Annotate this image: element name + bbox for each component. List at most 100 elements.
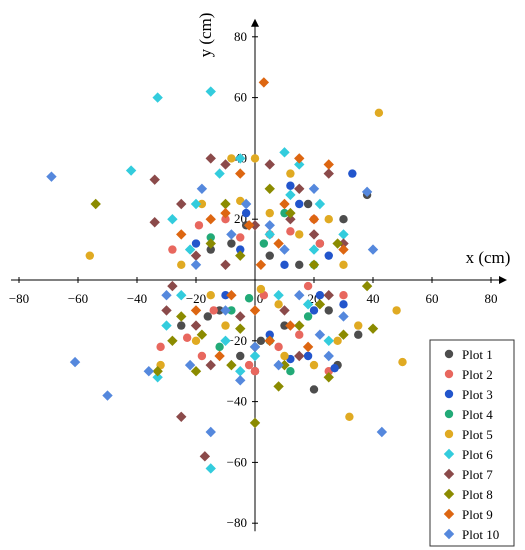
data-point bbox=[227, 239, 236, 248]
data-point bbox=[295, 230, 304, 239]
data-point bbox=[167, 335, 178, 346]
data-point bbox=[221, 291, 230, 300]
legend-marker bbox=[444, 369, 454, 379]
data-point bbox=[221, 215, 230, 224]
data-point bbox=[338, 244, 349, 255]
series-7 bbox=[149, 153, 349, 462]
data-point bbox=[90, 198, 101, 210]
data-point bbox=[215, 306, 224, 315]
data-point bbox=[168, 245, 177, 254]
data-point bbox=[294, 159, 305, 170]
data-point bbox=[324, 215, 333, 224]
data-point bbox=[176, 229, 187, 240]
data-point bbox=[286, 169, 295, 178]
y-axis-arrow bbox=[251, 18, 259, 27]
data-point bbox=[392, 306, 401, 315]
data-point bbox=[323, 159, 334, 170]
data-point bbox=[264, 220, 275, 231]
data-point bbox=[354, 321, 363, 330]
data-point bbox=[294, 290, 305, 301]
data-point bbox=[220, 335, 231, 346]
data-point bbox=[190, 305, 202, 316]
data-point bbox=[315, 291, 325, 300]
data-point bbox=[235, 366, 246, 377]
y-axis-title: y (cm) bbox=[196, 13, 215, 58]
y-tick-label: 60 bbox=[234, 90, 247, 105]
legend-item: Plot 3 bbox=[444, 387, 493, 402]
data-point bbox=[286, 181, 295, 190]
data-point bbox=[152, 366, 163, 377]
legend-label: Plot 9 bbox=[462, 507, 493, 522]
legend-marker bbox=[443, 508, 455, 520]
data-point bbox=[361, 186, 373, 198]
data-point bbox=[220, 305, 231, 316]
data-point bbox=[250, 154, 260, 163]
data-point bbox=[314, 329, 326, 340]
data-point bbox=[236, 245, 245, 254]
x-tick-label: −40 bbox=[127, 291, 147, 306]
legend-marker bbox=[444, 429, 454, 439]
data-point bbox=[152, 92, 163, 103]
legend-marker bbox=[444, 389, 454, 399]
data-point bbox=[149, 174, 160, 185]
legend-label: Plot 6 bbox=[462, 447, 493, 462]
data-point bbox=[264, 183, 275, 194]
data-point bbox=[302, 341, 314, 353]
data-point bbox=[308, 214, 320, 225]
data-point bbox=[205, 153, 216, 164]
data-point bbox=[190, 198, 202, 210]
data-point bbox=[203, 312, 212, 321]
data-point bbox=[244, 360, 254, 370]
data-point bbox=[190, 259, 202, 270]
data-point bbox=[176, 198, 187, 210]
data-point bbox=[332, 238, 343, 249]
y-tick-label: 80 bbox=[234, 29, 247, 44]
data-point bbox=[339, 215, 348, 224]
data-point bbox=[303, 281, 313, 291]
data-point bbox=[354, 330, 363, 339]
data-point bbox=[273, 238, 284, 249]
data-point bbox=[194, 221, 204, 230]
data-point bbox=[191, 239, 201, 248]
data-point bbox=[255, 259, 267, 270]
data-point bbox=[176, 411, 187, 422]
data-point bbox=[265, 208, 274, 218]
data-point bbox=[85, 251, 95, 260]
legend-marker bbox=[444, 349, 454, 359]
x-tick-label: −80 bbox=[9, 291, 29, 306]
y-tick-label: −80 bbox=[227, 515, 247, 530]
data-point bbox=[279, 359, 290, 371]
data-point bbox=[286, 367, 295, 376]
data-point bbox=[235, 153, 246, 164]
data-point bbox=[279, 198, 290, 210]
series-6 bbox=[125, 86, 349, 474]
data-point bbox=[243, 220, 255, 231]
data-point bbox=[398, 357, 407, 367]
data-point bbox=[295, 199, 304, 209]
data-point bbox=[220, 198, 231, 210]
legend-marker bbox=[444, 409, 454, 419]
data-point bbox=[167, 280, 178, 292]
data-point bbox=[308, 259, 320, 270]
legend-item: Plot 10 bbox=[443, 527, 499, 542]
series-10 bbox=[46, 171, 388, 438]
data-point bbox=[235, 375, 246, 386]
x-axis-title: x (cm) bbox=[466, 248, 511, 267]
legend-label: Plot 1 bbox=[462, 347, 493, 362]
data-point bbox=[280, 321, 289, 330]
data-point bbox=[285, 207, 296, 219]
data-point bbox=[125, 165, 137, 176]
data-point bbox=[315, 239, 325, 248]
data-point bbox=[249, 417, 261, 429]
data-point bbox=[264, 335, 275, 346]
data-point bbox=[285, 189, 296, 201]
data-point bbox=[190, 320, 202, 331]
data-point bbox=[152, 372, 163, 383]
legend-item: Plot 1 bbox=[444, 347, 493, 362]
data-point bbox=[220, 159, 231, 170]
data-point bbox=[302, 299, 314, 310]
data-point bbox=[249, 341, 261, 353]
data-point bbox=[205, 463, 216, 474]
data-point bbox=[199, 451, 211, 462]
data-point bbox=[249, 220, 261, 231]
